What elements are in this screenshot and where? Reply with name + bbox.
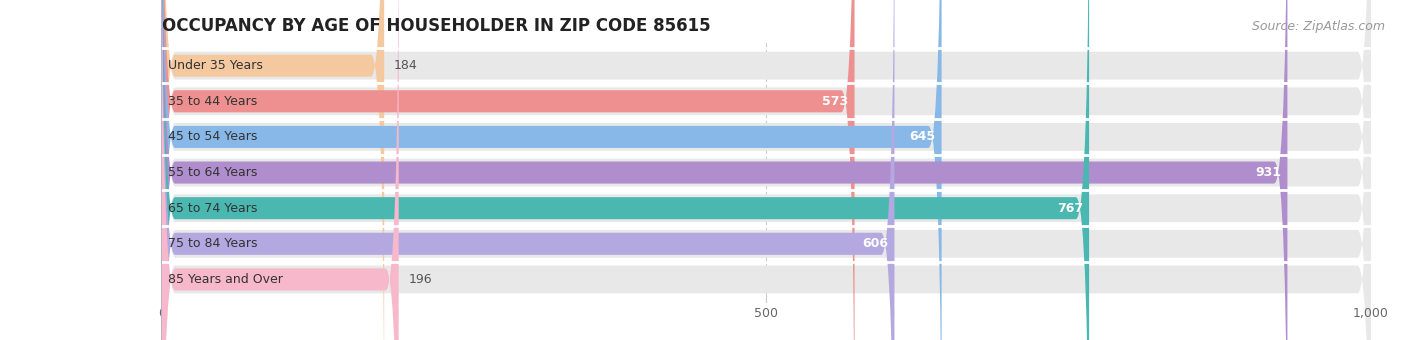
Text: 45 to 54 Years: 45 to 54 Years: [167, 131, 257, 143]
Text: 75 to 84 Years: 75 to 84 Years: [167, 237, 257, 250]
FancyBboxPatch shape: [162, 0, 1288, 340]
Text: Source: ZipAtlas.com: Source: ZipAtlas.com: [1251, 20, 1385, 33]
Text: 35 to 44 Years: 35 to 44 Years: [167, 95, 257, 108]
Text: 931: 931: [1256, 166, 1281, 179]
FancyBboxPatch shape: [162, 0, 1371, 340]
FancyBboxPatch shape: [162, 0, 1371, 340]
Text: Under 35 Years: Under 35 Years: [167, 59, 263, 72]
Text: 645: 645: [910, 131, 935, 143]
FancyBboxPatch shape: [162, 0, 1371, 340]
Text: 196: 196: [408, 273, 432, 286]
Text: 573: 573: [823, 95, 848, 108]
Text: 55 to 64 Years: 55 to 64 Years: [167, 166, 257, 179]
Text: 65 to 74 Years: 65 to 74 Years: [167, 202, 257, 215]
FancyBboxPatch shape: [162, 0, 399, 340]
FancyBboxPatch shape: [162, 0, 1371, 340]
FancyBboxPatch shape: [162, 0, 384, 340]
Text: 184: 184: [394, 59, 418, 72]
Text: 85 Years and Over: 85 Years and Over: [167, 273, 283, 286]
Text: OCCUPANCY BY AGE OF HOUSEHOLDER IN ZIP CODE 85615: OCCUPANCY BY AGE OF HOUSEHOLDER IN ZIP C…: [162, 17, 710, 35]
FancyBboxPatch shape: [162, 0, 1371, 340]
FancyBboxPatch shape: [162, 0, 1371, 340]
FancyBboxPatch shape: [162, 0, 1371, 340]
FancyBboxPatch shape: [162, 0, 1090, 340]
FancyBboxPatch shape: [162, 0, 942, 340]
Text: 767: 767: [1057, 202, 1083, 215]
FancyBboxPatch shape: [162, 0, 894, 340]
Text: 606: 606: [862, 237, 889, 250]
FancyBboxPatch shape: [162, 0, 855, 340]
